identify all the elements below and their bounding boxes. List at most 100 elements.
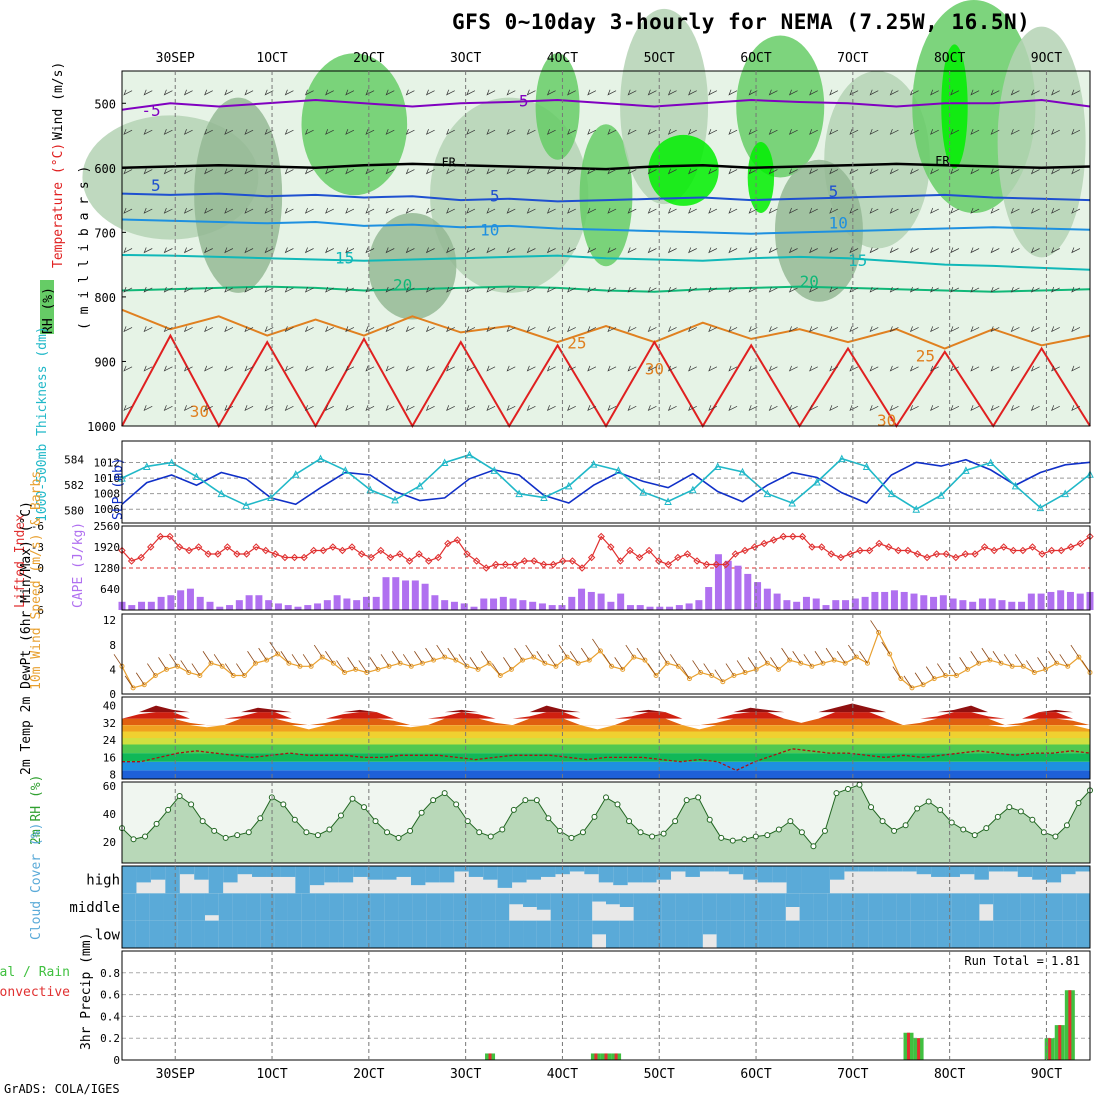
cloud-cell-clear bbox=[1075, 866, 1091, 894]
cloud-cell bbox=[902, 866, 918, 872]
surface-wind-barb bbox=[313, 644, 323, 658]
rh-point bbox=[257, 815, 264, 822]
wind-barb bbox=[425, 286, 435, 293]
wind-barb bbox=[446, 168, 455, 175]
surface-wind-barb bbox=[224, 663, 234, 676]
lifted-index-point bbox=[865, 546, 874, 555]
wind-barb bbox=[224, 129, 234, 135]
wind-barb bbox=[264, 247, 274, 254]
cloud-cell bbox=[887, 866, 903, 872]
wind-barb bbox=[909, 405, 919, 412]
wind-barb bbox=[607, 405, 617, 412]
wind-barb bbox=[304, 405, 314, 412]
cloud-cell bbox=[357, 893, 372, 921]
precip-tick-label: 0.2 bbox=[100, 1032, 120, 1045]
lifted-index-point bbox=[741, 546, 749, 555]
wind-speed-point bbox=[386, 663, 392, 669]
wind-speed-point bbox=[609, 663, 615, 669]
panel-frame bbox=[121, 70, 1091, 427]
wind-barb bbox=[748, 89, 758, 96]
wind-speed-point bbox=[742, 669, 748, 675]
cloud-cell bbox=[675, 893, 690, 921]
wind-barb bbox=[405, 129, 415, 135]
lifted-index-point bbox=[319, 546, 327, 555]
surface-wind-barb bbox=[937, 663, 946, 676]
slp-point bbox=[986, 458, 995, 467]
wind-barb bbox=[304, 89, 314, 96]
wind-barb bbox=[708, 89, 718, 96]
lifted-index-point bbox=[1076, 539, 1085, 548]
cloud-cell bbox=[951, 893, 967, 921]
lifted-index-point bbox=[492, 560, 500, 569]
rh-point bbox=[775, 826, 782, 833]
rh-point bbox=[983, 825, 990, 832]
wind-speed-point bbox=[431, 657, 437, 663]
pressure-tick-label: 900 bbox=[94, 355, 116, 369]
wind-barb bbox=[788, 89, 798, 96]
wind-speed-point bbox=[1020, 663, 1026, 669]
wind-barb bbox=[950, 326, 960, 333]
cloud-cell bbox=[252, 866, 267, 877]
cloud-cell bbox=[246, 920, 261, 948]
temperature-tick-label: 32 bbox=[103, 717, 116, 730]
cape-tick-label: 2560 bbox=[94, 520, 121, 533]
wind-barb bbox=[829, 405, 839, 412]
wind-barb bbox=[849, 365, 859, 372]
surface-wind-barb bbox=[1081, 660, 1091, 673]
wind-barb bbox=[708, 286, 718, 293]
cloud-cell bbox=[324, 866, 340, 883]
wind-barb bbox=[546, 286, 556, 293]
rh-point bbox=[787, 818, 794, 825]
wind-speed-point bbox=[564, 654, 570, 660]
rh-point bbox=[603, 794, 609, 801]
wind-barb bbox=[909, 286, 919, 293]
wind-barb bbox=[385, 286, 395, 293]
wind-barb bbox=[768, 247, 778, 254]
wind-barb bbox=[647, 365, 657, 372]
wind-barb bbox=[264, 326, 274, 333]
lifted-index-point bbox=[923, 553, 931, 562]
wind-barb bbox=[708, 326, 718, 333]
cape-bar bbox=[685, 603, 693, 610]
wind-speed-point bbox=[397, 660, 403, 666]
wind-barb bbox=[1010, 247, 1020, 254]
cloud-cell bbox=[177, 920, 192, 948]
cloud-cell bbox=[642, 866, 658, 883]
cloud-cell bbox=[627, 866, 643, 883]
surface-wind-barb bbox=[580, 647, 590, 661]
wind-barb bbox=[264, 207, 274, 214]
cape-bar bbox=[763, 588, 771, 610]
slp-point bbox=[788, 498, 796, 507]
wind-barb bbox=[466, 168, 476, 175]
cloud-cell bbox=[993, 893, 1008, 921]
slp-point bbox=[1036, 503, 1045, 512]
wind-barb bbox=[446, 365, 455, 372]
cloud-cell bbox=[453, 893, 469, 921]
wind-barb bbox=[385, 326, 395, 333]
cloud-cell bbox=[606, 893, 621, 905]
lifted-index-point bbox=[472, 557, 481, 565]
cloud-cell bbox=[854, 920, 870, 948]
wind-speed-point bbox=[664, 660, 670, 666]
cloud-cell bbox=[959, 866, 975, 875]
time-axis-label-top: 9OCT bbox=[1031, 51, 1062, 66]
wind-barb bbox=[526, 89, 536, 96]
cloud-cell bbox=[714, 866, 730, 872]
wind-tick-label: 0 bbox=[109, 688, 116, 701]
wind-barb bbox=[849, 129, 859, 135]
cloud-cell bbox=[979, 920, 994, 948]
wind-barb bbox=[930, 286, 939, 293]
isotherm-label: 30 bbox=[645, 359, 664, 378]
lifted-index-point bbox=[329, 543, 337, 551]
li-tick-label: 6 bbox=[37, 604, 44, 617]
wind-barb bbox=[526, 326, 536, 333]
surface-wind-barb bbox=[414, 651, 423, 664]
slp-point bbox=[689, 485, 697, 494]
cloud-cell bbox=[555, 866, 571, 875]
cloud-cell bbox=[194, 866, 210, 880]
wind-barb bbox=[990, 286, 1000, 293]
rh-point bbox=[291, 816, 298, 823]
wind-barb bbox=[768, 129, 778, 135]
isotherm-label: 30 bbox=[190, 402, 209, 421]
rh-point bbox=[556, 827, 563, 834]
